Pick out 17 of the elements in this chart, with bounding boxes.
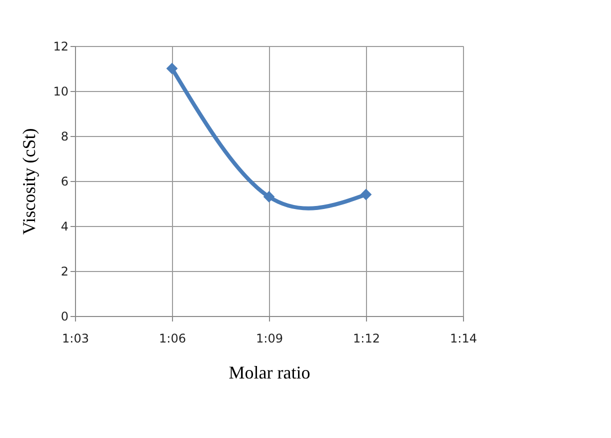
x-tick-label: 1:12 [353, 332, 380, 346]
y-tick-label: 2 [60, 264, 68, 278]
point [166, 62, 178, 74]
y-tick-label: 4 [60, 220, 68, 234]
x-tick-label: 1:14 [450, 332, 477, 346]
x-tick-label: 1:09 [256, 332, 283, 346]
y-tick-label: 8 [60, 130, 68, 144]
y-tick-label: 6 [60, 174, 68, 188]
y-tick-label: 0 [60, 310, 68, 324]
y-axis-title: Viscosity (cSt) [19, 128, 40, 235]
x-tick-label: 1:06 [159, 332, 186, 346]
x-tick-label: 1:03 [62, 332, 89, 346]
x-axis-title: Molar ratio [228, 362, 310, 382]
y-tick-label: 12 [53, 40, 68, 54]
point [360, 188, 372, 200]
point [263, 191, 275, 202]
y-tick-label: 10 [53, 84, 68, 98]
